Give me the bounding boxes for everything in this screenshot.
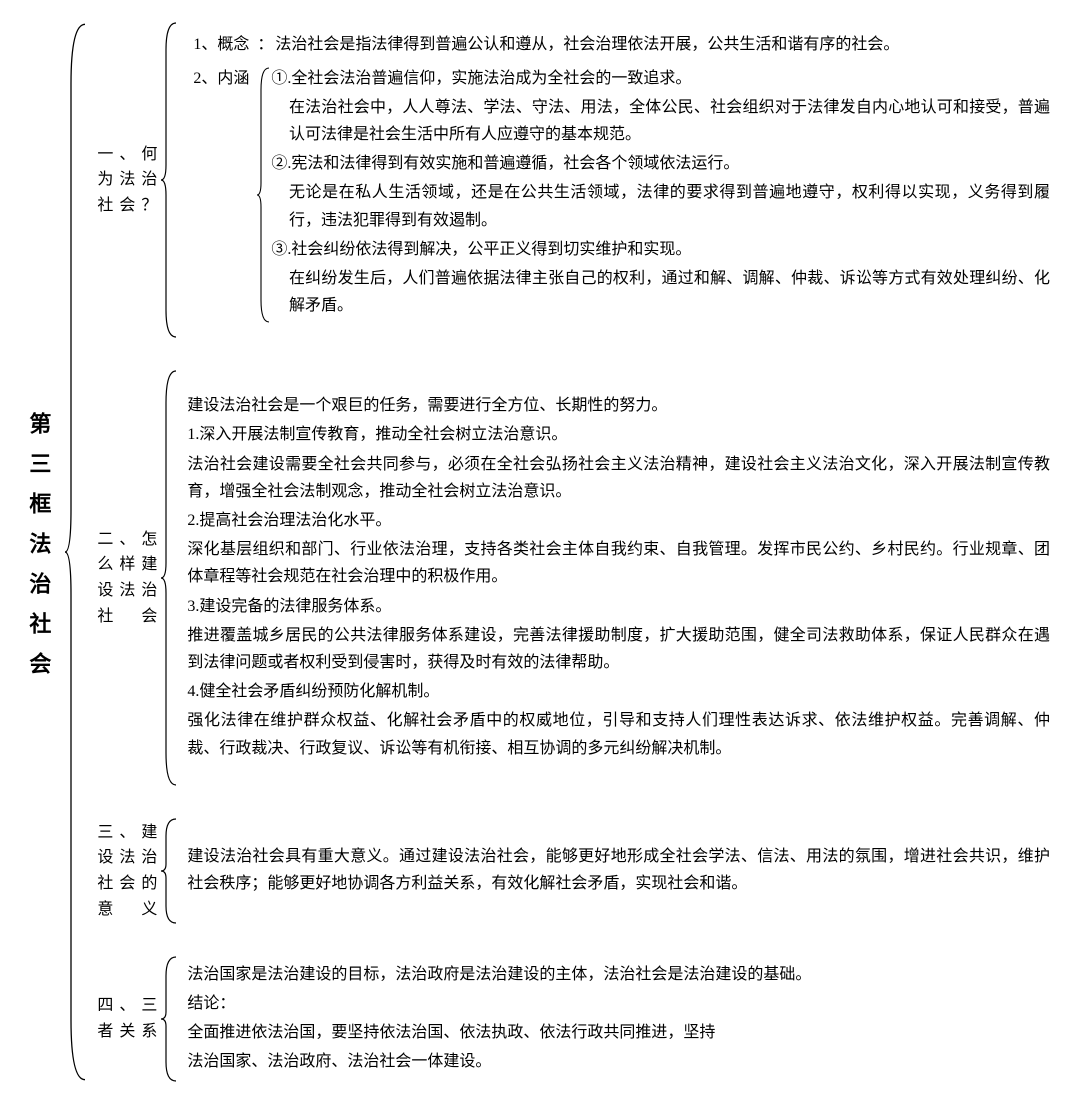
s2-p3a: 推进覆盖城乡居民的公共法律服务体系建设，完善法律援助制度，扩大援助范围，健全司法… — [187, 622, 1050, 676]
s4-p2: 结论： — [187, 990, 1050, 1017]
section-1-body: 1、概念 ： 法治社会是指法律得到普遍公认和遵从，社会治理依法开展，公共生活和谐… — [179, 31, 1050, 328]
s4-p4: 法治国家、法治政府、法治社会一体建设。 — [187, 1048, 1050, 1075]
s3-text: 建设法治社会具有重大意义。通过建设法治社会，能够更好地形成全社会学法、信法、用法… — [187, 843, 1050, 897]
s1-p1: ①.全社会法治普遍信仰，实施法治成为全社会的一致追求。 — [271, 65, 1050, 92]
section-4-label: 四、三者关系 — [89, 993, 161, 1044]
sections-container: 一、何为法治社会？ 1、概念 ： 法治社会是指法律得到普遍公认和遵从，社会治理依… — [89, 20, 1050, 1084]
section-4-body: 法治国家是法治建设的目标，法治政府是法治建设的主体，法治社会是法治建设的基础。 … — [179, 961, 1050, 1078]
s2-p2a: 深化基层组织和部门、行业依法治理，支持各类社会主体自我约束、自我管理。发挥市民公… — [187, 536, 1050, 590]
s2-p3: 3.建设完备的法律服务体系。 — [187, 593, 1050, 620]
section-4-brace — [161, 954, 179, 1084]
s1-sub1: 1、概念 ： 法治社会是指法律得到普遍公认和遵从，社会治理依法开展，公共生活和谐… — [187, 31, 1050, 60]
section-2-label: 二、怎么样建设法治社会 — [89, 527, 161, 629]
section-1-label: 一、何为法治社会？ — [89, 142, 161, 219]
s1-sub2-content: ①.全社会法治普遍信仰，实施法治成为全社会的一致追求。 在法治社会中，人人尊法、… — [271, 65, 1050, 322]
section-3-body: 建设法治社会具有重大意义。通过建设法治社会，能够更好地形成全社会学法、信法、用法… — [179, 843, 1050, 899]
s2-p2: 2.提高社会治理法治化水平。 — [187, 507, 1050, 534]
s1-sub2: 2、内涵 ①.全社会法治普遍信仰，实施法治成为全社会的一致追求。 在法治社会中，… — [187, 65, 1050, 325]
s1-sub1-label: 1、概念 — [187, 31, 257, 58]
s1-p2: ②.宪法和法律得到有效实施和普遍遵循，社会各个领域依法运行。 — [271, 150, 1050, 177]
s1-p2a: 无论是在私人生活领域，还是在公共生活领域，法律的要求得到普遍地遵守，权利得以实现… — [271, 179, 1050, 233]
section-2-body: 建设法治社会是一个艰巨的任务，需要进行全方位、长期性的努力。 1.深入开展法制宣… — [179, 392, 1050, 763]
mindmap-root: 第三框法治社会 一、何为法治社会？ 1、概念 ： 法治社会是指法律得到普遍公认和… — [20, 20, 1050, 1084]
s1-p3: ③.社会纠纷依法得到解决，公平正义得到切实维护和实现。 — [271, 236, 1050, 263]
section-1-brace — [161, 20, 179, 340]
s1-p3a: 在纠纷发生后，人们普遍依据法律主张自己的权利，通过和解、调解、仲裁、诉讼等方式有… — [271, 265, 1050, 319]
section-4: 四、三者关系 法治国家是法治建设的目标，法治政府是法治建设的主体，法治社会是法治… — [89, 954, 1050, 1084]
root-brace — [65, 20, 89, 1084]
s4-p1: 法治国家是法治建设的目标，法治政府是法治建设的主体，法治社会是法治建设的基础。 — [187, 961, 1050, 988]
section-3-label: 三、建设法治社会的意义 — [89, 820, 161, 922]
section-3-brace — [161, 816, 179, 926]
s2-p1a: 法治社会建设需要全社会共同参与，必须在全社会弘扬社会主义法治精神，建设社会主义法… — [187, 451, 1050, 505]
section-2-brace — [161, 368, 179, 788]
s4-p3: 全面推进依法治国，要坚持依法治国、依法执政、依法行政共同推进，坚持 — [187, 1019, 1050, 1046]
s1-sub2-label: 2、内涵 — [187, 65, 257, 92]
section-2: 二、怎么样建设法治社会 建设法治社会是一个艰巨的任务，需要进行全方位、长期性的努… — [89, 368, 1050, 788]
s1-sub1-text: 法治社会是指法律得到普遍公认和遵从，社会治理依法开展，公共生活和谐有序的社会。 — [275, 31, 1050, 58]
s2-p1: 1.深入开展法制宣传教育，推动全社会树立法治意识。 — [187, 421, 1050, 448]
root-title: 第三框法治社会 — [20, 412, 65, 692]
s2-p4: 4.健全社会矛盾纠纷预防化解机制。 — [187, 678, 1050, 705]
section-1: 一、何为法治社会？ 1、概念 ： 法治社会是指法律得到普遍公认和遵从，社会治理依… — [89, 20, 1050, 340]
s1-sub2-brace — [257, 65, 271, 325]
s2-p4a: 强化法律在维护群众权益、化解社会矛盾中的权威地位，引导和支持人们理性表达诉求、依… — [187, 707, 1050, 761]
section-3: 三、建设法治社会的意义 建设法治社会具有重大意义。通过建设法治社会，能够更好地形… — [89, 816, 1050, 926]
s1-p1a: 在法治社会中，人人尊法、学法、守法、用法，全体公民、社会组织对于法律发自内心地认… — [271, 94, 1050, 148]
colon: ： — [257, 31, 275, 58]
s2-intro: 建设法治社会是一个艰巨的任务，需要进行全方位、长期性的努力。 — [187, 392, 1050, 419]
